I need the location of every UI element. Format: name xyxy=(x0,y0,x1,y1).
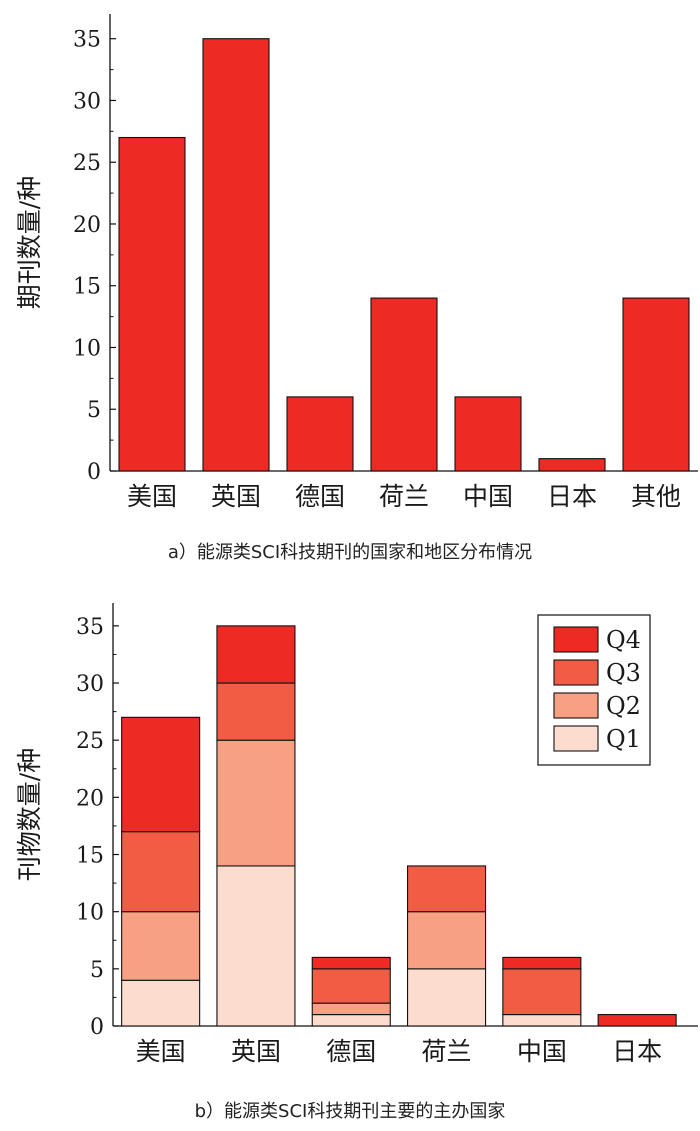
bar-segment-q3 xyxy=(502,968,582,1016)
bar-segment-q3 xyxy=(121,831,201,913)
x-tick-label: 中国 xyxy=(517,1037,567,1066)
x-tick-label: 荷兰 xyxy=(379,482,429,511)
bar-segment-q3 xyxy=(311,968,391,1004)
bar-segment-q1 xyxy=(121,979,201,1027)
bar-segment-q2 xyxy=(216,739,296,867)
y-tick-label: 30 xyxy=(73,89,101,114)
x-tick-label: 日本 xyxy=(612,1037,662,1066)
y-tick-label: 15 xyxy=(76,844,104,869)
y-tick-label: 25 xyxy=(73,151,101,176)
legend-swatch-q2 xyxy=(553,692,599,719)
legend-label-q4: Q4 xyxy=(606,626,641,654)
bar-segment-q4 xyxy=(121,716,201,833)
y-tick-label: 30 xyxy=(76,672,104,697)
bar xyxy=(286,396,354,472)
y-tick-label: 10 xyxy=(76,901,104,926)
y-tick-label: 0 xyxy=(90,1015,104,1040)
y-tick-label: 15 xyxy=(73,275,101,300)
bar-segment-q2 xyxy=(121,911,201,981)
x-tick-label: 英国 xyxy=(231,1037,281,1066)
legend-swatch-q3 xyxy=(553,659,599,686)
x-tick-label: 英国 xyxy=(211,482,261,511)
y-tick-label: 20 xyxy=(73,213,101,238)
bar-segment-q1 xyxy=(502,1014,582,1027)
bar xyxy=(370,297,438,472)
bar-segment-q2 xyxy=(406,911,487,970)
legend-swatch-q4 xyxy=(553,626,599,653)
bar xyxy=(622,297,690,472)
bar-segment-q4 xyxy=(502,956,582,970)
x-tick-label: 德国 xyxy=(326,1037,376,1066)
y-tick-label: 0 xyxy=(87,460,101,485)
bar xyxy=(538,458,606,472)
x-tick-label: 德国 xyxy=(295,482,345,511)
x-tick-label: 日本 xyxy=(547,482,597,511)
y-tick-label: 35 xyxy=(73,28,101,53)
bar-segment-q3 xyxy=(216,682,296,741)
bar-segment-q1 xyxy=(311,1014,391,1027)
y-tick-label: 25 xyxy=(76,729,104,754)
bar-segment-q2 xyxy=(311,1002,391,1016)
y-tick-label: 5 xyxy=(90,958,104,983)
bar-segment-q1 xyxy=(216,865,296,1027)
chart-b-caption: b）能源类SCI科技期刊主要的主办国家 xyxy=(194,1101,506,1122)
legend-label-q1: Q1 xyxy=(606,725,641,753)
chart-b: 0 5 10 15 20 25 30 35 刊物数量/种美国 英国 德国 荷兰 中国 日本 Q4 Q3 Q2 Q1 xyxy=(15,603,698,1066)
bar xyxy=(202,38,270,472)
x-tick-label: 其他 xyxy=(631,482,681,511)
y-tick-label: 35 xyxy=(76,615,104,640)
bar-segment-q4 xyxy=(216,625,296,684)
x-tick-label: 美国 xyxy=(136,1037,186,1066)
x-tick-label: 美国 xyxy=(127,482,177,511)
legend-label-q3: Q3 xyxy=(606,659,641,687)
legend-swatch-q1 xyxy=(553,725,599,752)
bar xyxy=(454,396,522,472)
bar-segment-q1 xyxy=(406,968,487,1027)
y-tick-label: 5 xyxy=(87,398,101,423)
bar-segment-q4 xyxy=(597,1014,677,1027)
y-axis-label: 刊物数量/种 xyxy=(15,748,44,881)
y-tick-label: 20 xyxy=(76,786,104,811)
bar-segment-q3 xyxy=(406,865,487,913)
bar xyxy=(118,136,186,472)
legend-label-q2: Q2 xyxy=(606,692,641,720)
x-tick-label: 荷兰 xyxy=(422,1037,472,1066)
y-tick-label: 10 xyxy=(73,336,101,361)
chart-a-caption: a）能源类SCI科技期刊的国家和地区分布情况 xyxy=(167,542,533,563)
x-tick-label: 中国 xyxy=(463,482,513,511)
bar-segment-q4 xyxy=(311,956,391,970)
chart-a: 0 5 10 15 20 25 30 35 期刊数量/种美国 英国 德国 荷兰 中国 日本 其他 xyxy=(15,14,698,511)
y-axis-label: 期刊数量/种 xyxy=(15,176,44,309)
